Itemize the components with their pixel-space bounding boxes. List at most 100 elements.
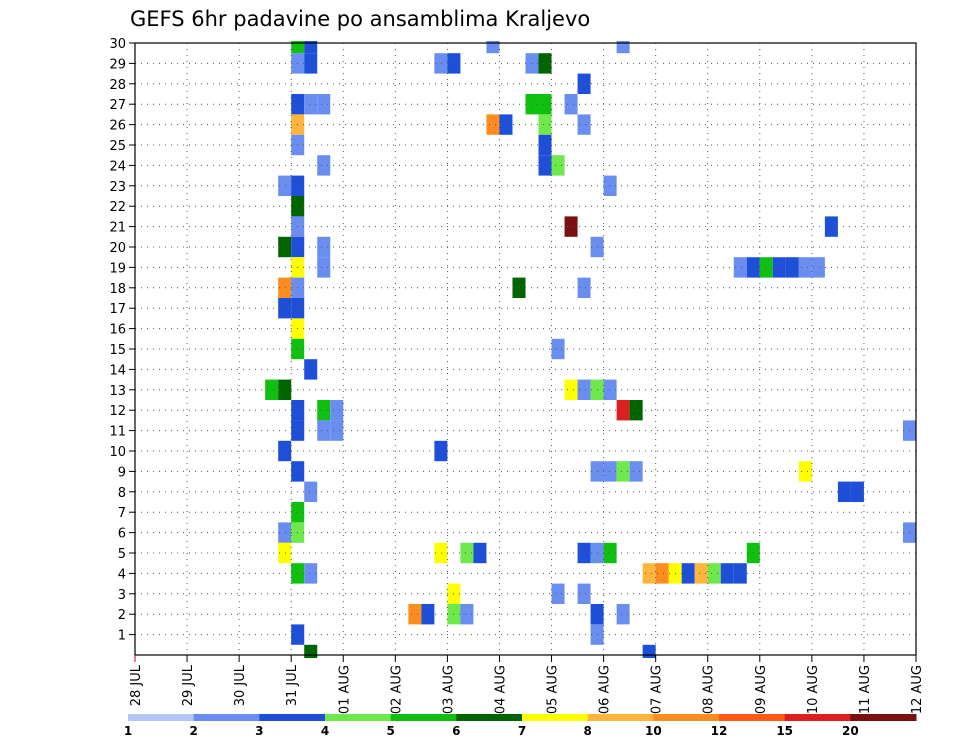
chart-title: GEFS 6hr padavine po ansamblima Kraljevo — [130, 7, 590, 31]
data-cell — [603, 542, 617, 564]
colorbar-label: 15 — [776, 724, 793, 738]
x-tick-label: 04 AUG — [493, 665, 508, 714]
data-cell — [304, 94, 318, 115]
x-tick-label: 01 AUG — [337, 665, 352, 714]
data-cell — [616, 604, 630, 625]
data-cell — [278, 175, 292, 196]
data-cell — [772, 257, 786, 278]
colorbar-segment — [850, 714, 917, 721]
y-tick-label: 4 — [118, 567, 126, 582]
data-cell — [577, 277, 591, 298]
data-cell — [577, 114, 591, 135]
colorbar-segment — [456, 714, 523, 721]
x-tick-label: 03 AUG — [441, 665, 456, 714]
x-tick-label: 05 AUG — [546, 665, 561, 714]
data-cell — [564, 379, 578, 400]
x-tick-label: 08 AUG — [702, 665, 717, 714]
data-cell — [733, 563, 747, 584]
data-cell — [681, 563, 695, 584]
data-cell — [486, 41, 500, 54]
x-tick-label: 28 JUL — [129, 664, 144, 706]
data-cell — [304, 644, 318, 658]
data-cell — [538, 114, 552, 135]
colorbar-segment — [259, 714, 326, 721]
data-cell — [603, 461, 617, 482]
x-tick-label: 09 AUG — [754, 665, 769, 714]
data-cell — [577, 542, 591, 564]
y-tick-label: 18 — [109, 282, 126, 297]
data-cell — [798, 257, 812, 278]
y-tick-label: 8 — [118, 486, 126, 501]
x-tick-label: 07 AUG — [650, 665, 665, 714]
data-cell — [785, 257, 799, 278]
colorbar-label: 12 — [711, 724, 728, 738]
colorbar-label: 7 — [518, 724, 526, 738]
colorbar-label: 2 — [189, 724, 197, 738]
y-tick-label: 28 — [109, 78, 126, 93]
data-cell — [837, 481, 851, 502]
colorbar: 1 2 3 4 5 6 7 8 10 12 15 20 — [124, 714, 917, 738]
data-cell — [278, 298, 292, 319]
data-cell — [499, 114, 513, 135]
data-cell — [642, 644, 656, 658]
y-tick-label: 1 — [118, 629, 126, 644]
data-cell — [603, 175, 617, 196]
data-cell — [551, 155, 565, 176]
data-cell — [434, 542, 448, 564]
data-cell — [512, 277, 526, 298]
data-cell — [525, 94, 539, 115]
data-cell — [304, 481, 318, 502]
colorbar-segment — [325, 714, 392, 721]
y-tick-label: 30 — [109, 37, 126, 52]
data-cell — [330, 400, 344, 421]
grid-layer — [135, 43, 916, 655]
colorbar-label: 10 — [645, 724, 662, 738]
data-cell — [538, 53, 552, 74]
colorbar-label: 1 — [124, 724, 132, 738]
data-cell — [278, 542, 292, 564]
data-cell — [707, 563, 721, 584]
colorbar-label: 6 — [452, 724, 460, 738]
colorbar-segment — [522, 714, 589, 721]
y-tick-label: 2 — [118, 608, 126, 623]
data-cell — [330, 420, 344, 441]
colorbar-label: 4 — [321, 724, 329, 738]
data-cell — [460, 542, 474, 564]
data-cell — [538, 155, 552, 176]
data-cell — [564, 94, 578, 115]
y-tick-label: 23 — [109, 180, 126, 195]
x-tick-label: 29 JUL — [181, 664, 196, 706]
data-cell — [317, 257, 331, 278]
data-cell — [538, 94, 552, 115]
data-cell — [629, 461, 643, 482]
x-axis: 28 JUL 29 JUL 30 JUL 31 JUL 01 AUG 02 AUG 03 A… — [129, 655, 925, 714]
data-cell — [616, 400, 630, 421]
x-tick-label: 11 AUG — [858, 665, 873, 714]
cells-layer — [265, 41, 916, 658]
data-cell — [304, 359, 318, 380]
data-cell — [850, 481, 864, 502]
data-cell — [265, 379, 279, 400]
data-cell — [278, 277, 292, 298]
y-tick-label: 21 — [109, 221, 126, 236]
data-cell — [642, 563, 656, 584]
colorbar-segment — [784, 714, 851, 721]
y-tick-label: 15 — [109, 343, 126, 358]
data-cell — [278, 440, 292, 462]
y-tick-label: 13 — [109, 384, 126, 399]
data-cell — [317, 94, 331, 115]
x-tick-label: 10 AUG — [806, 665, 821, 714]
y-tick-label: 6 — [118, 527, 126, 542]
x-tick-label: 02 AUG — [389, 665, 404, 714]
colorbar-label: 20 — [842, 724, 859, 738]
data-cell — [278, 522, 292, 543]
y-tick-label: 3 — [118, 588, 126, 603]
y-tick-label: 25 — [109, 139, 126, 154]
y-tick-label: 7 — [118, 506, 126, 521]
y-tick-label: 10 — [109, 445, 126, 460]
data-cell — [434, 53, 448, 74]
data-cell — [551, 338, 565, 360]
data-cell — [278, 236, 292, 258]
x-tick-label: 31 JUL — [285, 664, 300, 706]
colorbar-label: 5 — [386, 724, 394, 738]
